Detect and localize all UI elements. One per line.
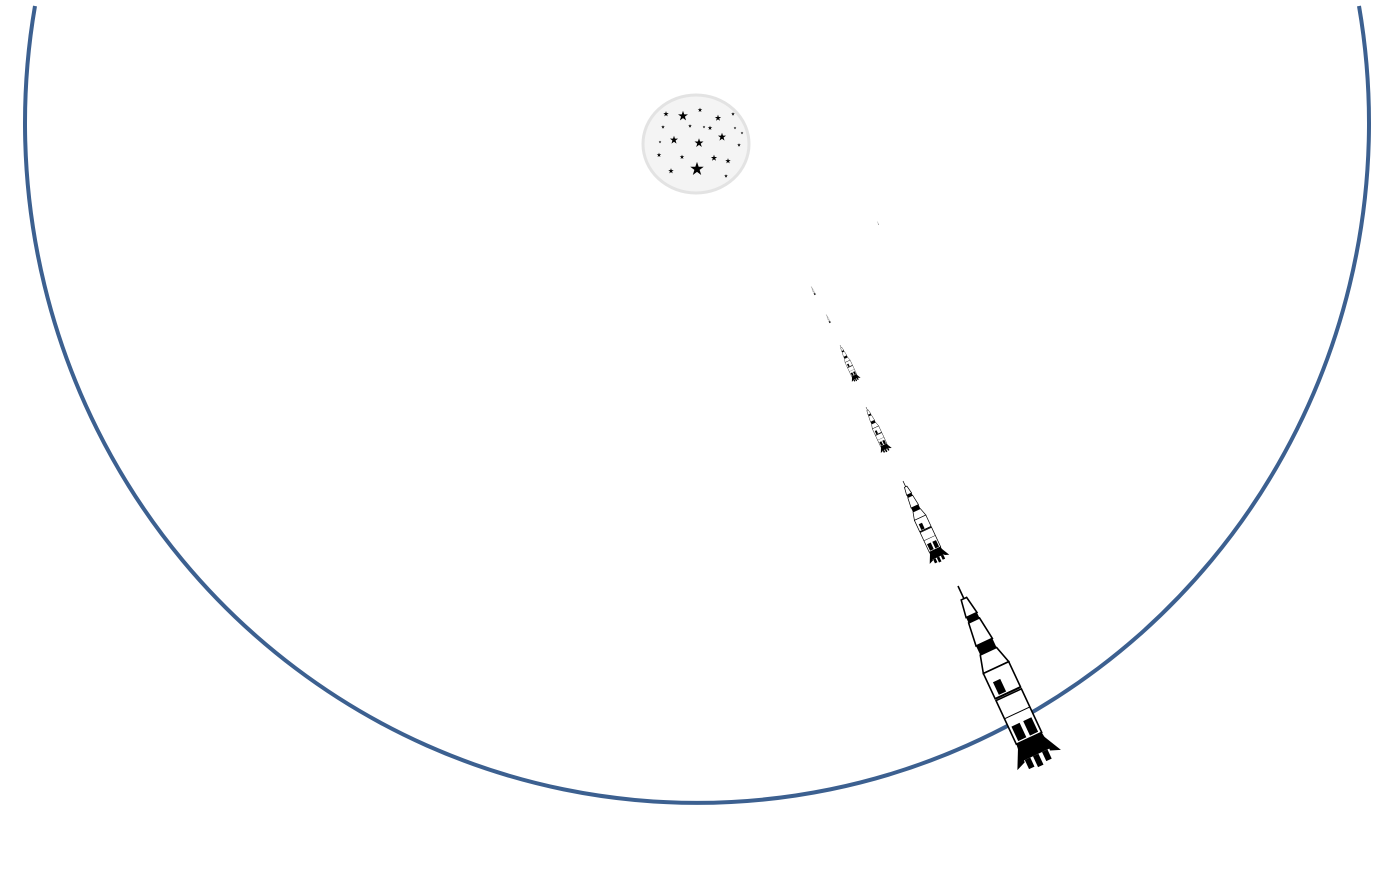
rocket-icon xyxy=(935,574,1065,777)
stars-icon xyxy=(641,93,751,195)
rocket-trail-icon xyxy=(835,342,862,384)
rocket-trail xyxy=(809,220,1065,777)
boundary-arc xyxy=(23,5,1371,805)
rocket-trail-icon xyxy=(809,285,817,296)
rocket-trail-icon xyxy=(892,475,951,567)
rocket-trail-icon xyxy=(876,220,880,225)
rocket-trail-icon xyxy=(824,313,832,324)
rocket-trail-icon xyxy=(860,404,893,455)
